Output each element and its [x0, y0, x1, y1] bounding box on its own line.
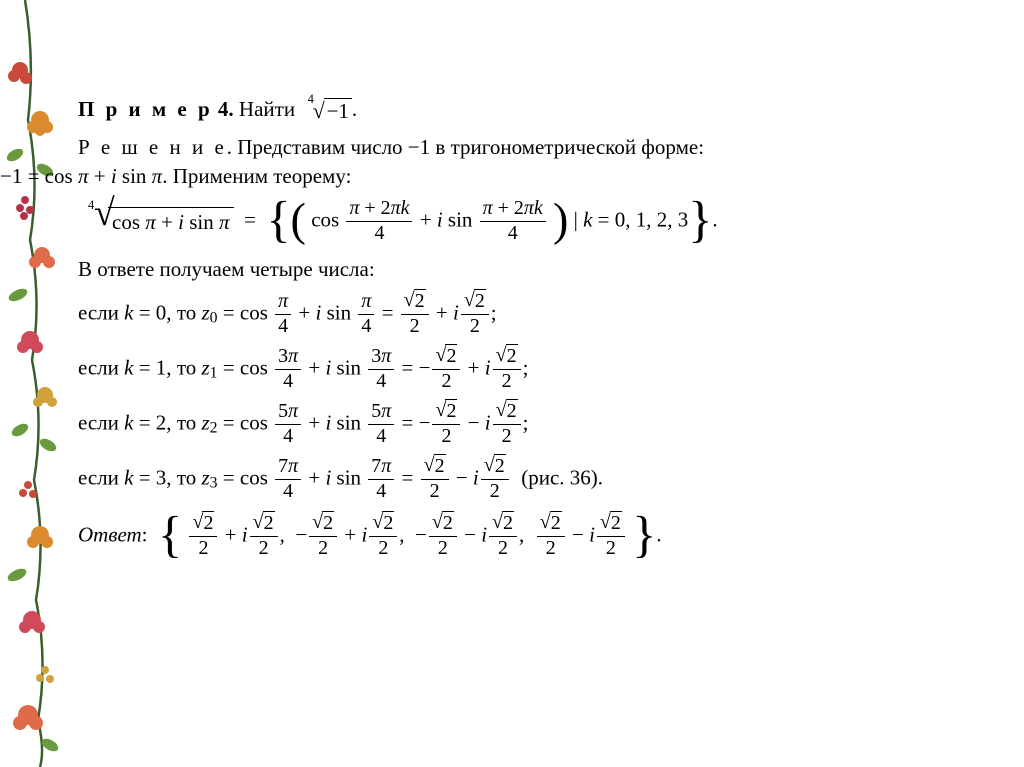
solution-line-1: Р е ш е н и е. Представим число −1 в три… [0, 133, 998, 161]
math-content: П р и м е р 4. Найти 4−1. Р е ш е н и е.… [78, 95, 998, 570]
case-k0: если k = 0, то z0 = cos π4 + i sin π4 = … [78, 291, 998, 338]
solution-sentence-1: Представим число −1 в тригонометрической… [237, 135, 704, 159]
solution-line-2: −1 = cos π + i sin π. Применим теорему: [0, 162, 998, 190]
page-container: П р и м е р 4. Найти 4−1. Р е ш е н и е.… [0, 0, 1024, 767]
example-heading: П р и м е р 4. Найти 4−1. [78, 95, 998, 125]
final-answer: Ответ: { 22 + i22, −22 + i22, −22 − i22,… [78, 513, 998, 560]
figure-number: 36 [570, 465, 591, 489]
case-k1: если k = 1, то z1 = cos 3π4 + i sin 3π4 … [78, 346, 998, 393]
task-verb: Найти [239, 97, 295, 121]
case-k3: если k = 3, то z3 = cos 7π4 + i sin 7π4 … [78, 456, 998, 503]
answer-intro: В ответе получаем четыре числа: [78, 255, 998, 283]
formula-main: 4√cos π + i sin π = {( cos π + 2πk4 + i … [88, 198, 998, 245]
example-number: 4 [218, 97, 229, 121]
solution-sentence-2: Применим теорему: [173, 164, 352, 188]
example-label: П р и м е р [78, 97, 213, 121]
floral-border-decoration [0, 0, 78, 767]
case-k2: если k = 2, то z2 = cos 5π4 + i sin 5π4 … [78, 401, 998, 448]
solution-label: Р е ш е н и е [78, 135, 227, 159]
answer-label: Ответ [78, 522, 142, 546]
task-expression: 4−1 [306, 97, 352, 125]
